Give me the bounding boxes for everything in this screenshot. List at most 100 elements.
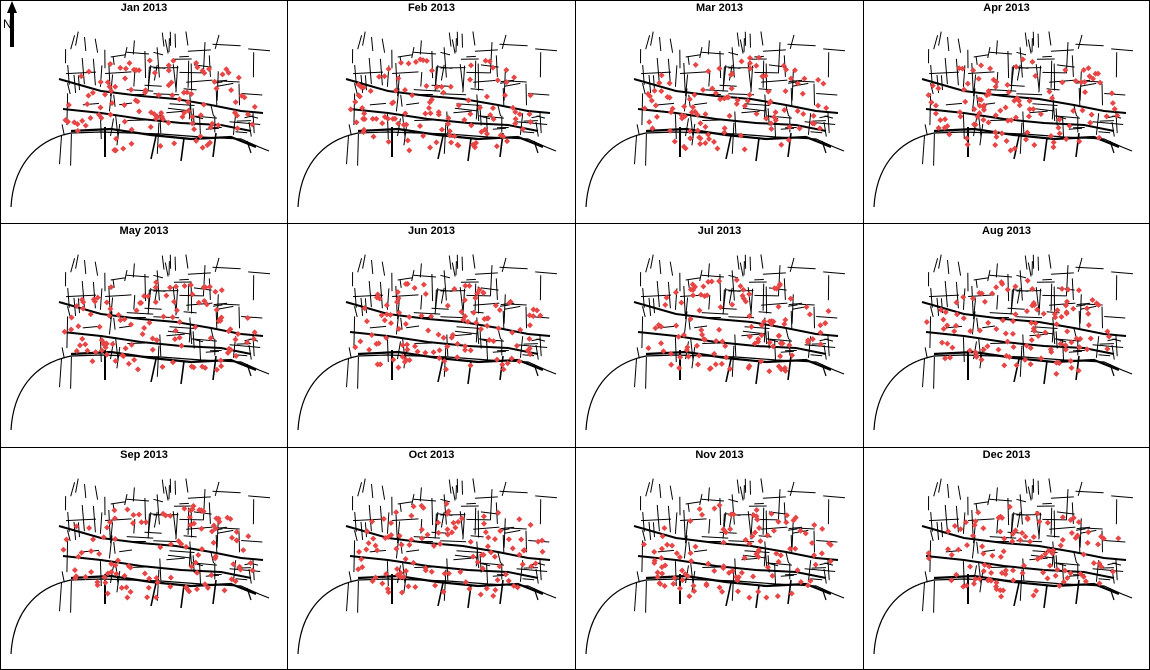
street-line <box>112 56 115 65</box>
incident-marker <box>1108 90 1115 97</box>
incident-marker <box>948 577 955 584</box>
street-line <box>645 133 647 166</box>
street-line <box>1111 48 1134 52</box>
street-line <box>466 278 476 281</box>
incident-marker <box>719 588 726 595</box>
incident-marker <box>1006 353 1013 360</box>
incident-marker <box>68 326 75 333</box>
street-line <box>633 78 839 114</box>
incident-marker <box>477 104 484 111</box>
incident-marker <box>773 550 780 557</box>
street-line <box>59 582 62 612</box>
incident-marker <box>491 553 498 560</box>
incident-marker <box>658 340 665 347</box>
incident-marker <box>811 552 818 559</box>
incident-marker <box>192 559 199 566</box>
street-line <box>446 558 449 581</box>
panel-title: Apr 2013 <box>983 2 1030 14</box>
street-line <box>406 549 420 553</box>
street-line <box>1078 534 1081 553</box>
street-map <box>10 478 271 655</box>
street-line <box>827 334 830 357</box>
incident-marker <box>228 534 235 541</box>
street-line <box>346 582 349 612</box>
street-line <box>674 512 678 534</box>
street-network <box>585 254 846 431</box>
street-line <box>780 127 795 130</box>
street-line <box>1075 43 1104 47</box>
street-line <box>1071 278 1074 300</box>
street-line <box>978 115 982 138</box>
incident-marker <box>136 67 143 74</box>
street-line <box>453 110 472 114</box>
street-line <box>397 118 401 137</box>
incident-marker <box>1029 58 1036 65</box>
street-line <box>70 35 76 50</box>
incident-marker <box>1075 367 1082 374</box>
street-line <box>1056 511 1075 515</box>
incident-marker <box>509 329 516 336</box>
incident-marker <box>783 512 790 519</box>
incident-marker <box>73 523 80 530</box>
incident-marker <box>1053 370 1060 377</box>
incident-marker <box>646 118 653 125</box>
incident-marker <box>717 96 724 103</box>
incident-marker <box>488 549 495 556</box>
incident-marker <box>987 65 994 72</box>
incident-marker <box>1085 322 1092 329</box>
street-line <box>1048 478 1052 493</box>
street-line <box>238 306 240 329</box>
incident-marker <box>128 140 135 147</box>
street-line <box>419 487 422 502</box>
street-line <box>947 483 950 499</box>
incident-marker <box>79 117 86 124</box>
incident-marker <box>693 342 700 349</box>
incident-marker <box>960 315 967 322</box>
incident-marker <box>948 551 955 558</box>
street-line <box>1079 294 1082 324</box>
street-line <box>362 254 366 269</box>
street-line <box>1050 283 1053 311</box>
street-line <box>827 558 830 581</box>
street-line <box>504 82 521 87</box>
street-line <box>760 254 764 269</box>
street-line <box>153 511 158 528</box>
street-line <box>472 254 476 269</box>
map-panel: Aug 2013 <box>863 223 1150 448</box>
street-line <box>758 88 772 91</box>
map-panel: Feb 2013 <box>287 0 576 224</box>
incident-marker <box>211 78 218 85</box>
incident-marker <box>477 326 484 333</box>
street-line <box>973 74 977 97</box>
street-line <box>65 294 97 298</box>
street-line <box>1013 582 1020 607</box>
incident-marker <box>247 560 254 567</box>
incident-marker <box>768 510 775 517</box>
street-line <box>788 526 803 530</box>
incident-marker <box>1024 516 1031 523</box>
incident-marker <box>196 506 203 513</box>
street-line <box>164 39 169 54</box>
street-line <box>973 297 977 320</box>
street-line <box>119 549 133 553</box>
incident-marker <box>1031 142 1038 149</box>
incident-points <box>640 502 834 601</box>
panel-title: Dec 2013 <box>982 449 1031 461</box>
street-line <box>641 93 644 126</box>
street-line <box>731 122 735 154</box>
incident-marker <box>753 62 760 69</box>
incident-marker <box>203 301 210 308</box>
incident-marker <box>985 319 992 326</box>
street-line <box>762 283 765 311</box>
street-line <box>179 502 189 505</box>
incident-marker <box>134 366 141 373</box>
street-line <box>1007 84 1025 87</box>
map-panel: Mar 2013 <box>575 0 864 224</box>
incident-marker <box>768 321 775 328</box>
incident-marker <box>809 539 816 546</box>
incident-marker <box>658 545 665 552</box>
street-line <box>930 65 933 85</box>
street-line <box>685 118 689 137</box>
street-line <box>1095 336 1100 358</box>
street-map <box>873 478 1134 655</box>
